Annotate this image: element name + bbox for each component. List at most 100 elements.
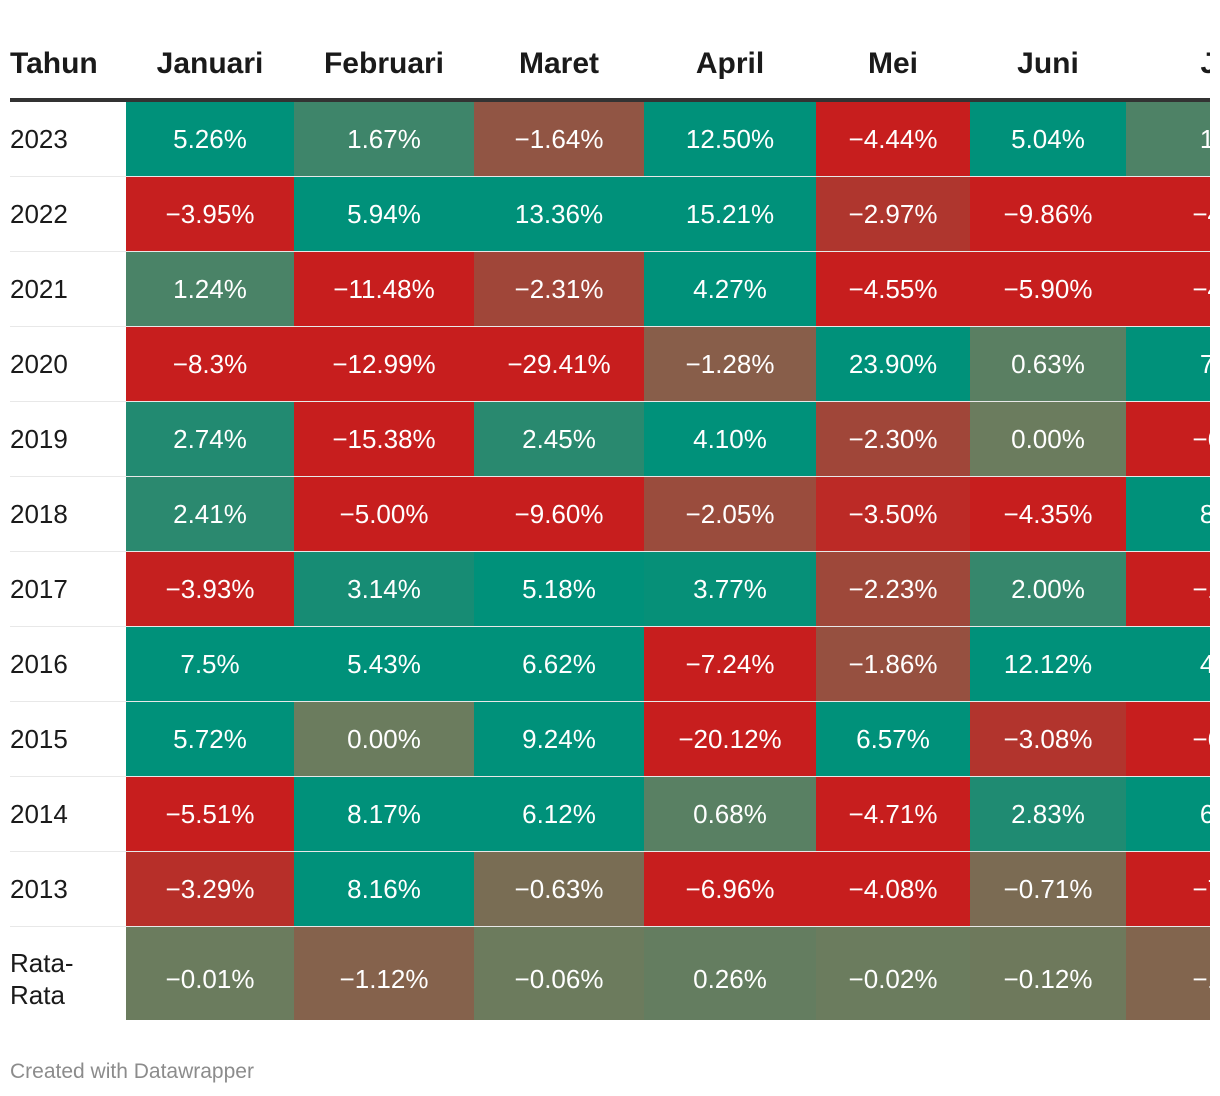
row-label: Rata-Rata: [10, 926, 126, 1020]
heatmap-cell: −2.97%: [816, 176, 970, 252]
heatmap-cell: 2.74%: [126, 401, 294, 477]
heatmap-cell: −11.48%: [294, 251, 474, 327]
heatmap-cell: −3.29%: [126, 851, 294, 927]
table-row: Rata-Rata −0.01% −1.12% −0.06% 0.26% −0.02% −0…: [10, 926, 1210, 1020]
heatmap-cell: −0.06%: [474, 926, 644, 1020]
heatmap-cell: −1.28%: [644, 326, 816, 402]
heatmap-cell: 1.67%: [294, 99, 474, 177]
column-header-juni: Juni: [970, 30, 1126, 102]
heatmap-cell: −6.0: [1126, 701, 1210, 777]
heatmap-cell: 2.45%: [474, 401, 644, 477]
heatmap-cell: 8.17%: [294, 776, 474, 852]
heatmap-cell: −3.50%: [816, 476, 970, 552]
heatmap-cell: −0.01%: [126, 926, 294, 1020]
table-row: 2021 1.24% −11.48% −2.31% 4.27% −4.55% −5.90% −…: [10, 251, 1210, 327]
header-row: TahunJanuariFebruariMaretAprilMeiJuniJu: [10, 30, 1210, 102]
heatmap-cell: −1.86%: [816, 626, 970, 702]
heatmap-cell: −1.12%: [294, 926, 474, 1020]
heatmap-cell: −15.38%: [294, 401, 474, 477]
heatmap-table-container: TahunJanuariFebruariMaretAprilMeiJuniJu …: [10, 30, 1210, 1020]
heatmap-cell: −3.08%: [970, 701, 1126, 777]
heatmap-cell: 5.26%: [126, 99, 294, 177]
heatmap-cell: 2.41%: [126, 476, 294, 552]
heatmap-cell: 1.1: [1126, 99, 1210, 177]
table-row: 20192.74%−15.38%2.45%4.10%−2.30%0.00%−6.…: [10, 401, 1210, 477]
heatmap-cell: 5.43%: [294, 626, 474, 702]
heatmap-cell: −2.23%: [816, 551, 970, 627]
table-row: 2018 2.41% −5.00% −9.60% −2.05% −3.50% −4.35% 8…: [10, 476, 1210, 552]
heatmap-cell: 8.16%: [294, 851, 474, 927]
heatmap-cell: 8.3: [1126, 476, 1210, 552]
heatmap-cell: −9.86%: [970, 176, 1126, 252]
heatmap-cell: 6.1: [1126, 776, 1210, 852]
heatmap-cell: 7.2: [1126, 326, 1210, 402]
heatmap-cell: −5.00%: [294, 476, 474, 552]
row-label: 2023: [10, 99, 126, 177]
heatmap-cell: 1.24%: [126, 251, 294, 327]
table-row: 2014−5.51%8.17%6.12%0.68%−4.71%2.83%6.1: [10, 776, 1210, 852]
heatmap-cell: 12.12%: [970, 626, 1126, 702]
heatmap-cell: −2.05%: [644, 476, 816, 552]
heatmap-cell: 3.77%: [644, 551, 816, 627]
heatmap-cell: −9.60%: [474, 476, 644, 552]
heatmap-cell: −5.90%: [970, 251, 1126, 327]
heatmap-cell: −4.71%: [816, 776, 970, 852]
heatmap-cell: −6.96%: [644, 851, 816, 927]
heatmap-cell: −29.41%: [474, 326, 644, 402]
heatmap-cell: −4.44%: [816, 99, 970, 177]
heatmap-cell: −4.08%: [816, 851, 970, 927]
source-credit: Created with Datawrapper: [10, 1060, 254, 1083]
column-header-year: Tahun: [10, 30, 126, 102]
heatmap-cell: 4.10%: [644, 401, 816, 477]
heatmap-cell: −0.02%: [816, 926, 970, 1020]
heatmap-cell: −2.31%: [474, 251, 644, 327]
heatmap-cell: −0.12%: [970, 926, 1126, 1020]
heatmap-cell: 0.00%: [970, 401, 1126, 477]
heatmap-cell: 6.57%: [816, 701, 970, 777]
column-header-april: April: [644, 30, 816, 102]
heatmap-cell: −10.: [1126, 551, 1210, 627]
heatmap-cell: −3.95%: [126, 176, 294, 252]
row-label: 2018: [10, 476, 126, 552]
heatmap-cell: −4.35%: [970, 476, 1126, 552]
heatmap-cell: 23.90%: [816, 326, 970, 402]
heatmap-cell: −7.1: [1126, 851, 1210, 927]
heatmap-cell: −4.55%: [816, 251, 970, 327]
heatmap-cell: 9.24%: [474, 701, 644, 777]
heatmap-cell: 5.18%: [474, 551, 644, 627]
row-label: 2019: [10, 401, 126, 477]
column-header-maret: Maret: [474, 30, 644, 102]
heatmap-cell: 2.00%: [970, 551, 1126, 627]
heatmap-cell: 0.00%: [294, 701, 474, 777]
heatmap-cell: 15.21%: [644, 176, 816, 252]
table-body: 20235.26%1.67%−1.64%12.50%−4.44%5.04%1.1…: [10, 99, 1210, 1020]
heatmap-cell: 6.62%: [474, 626, 644, 702]
row-label: 2016: [10, 626, 126, 702]
row-label: 2021: [10, 251, 126, 327]
heatmap-cell: −6.0: [1126, 401, 1210, 477]
row-label: 2017: [10, 551, 126, 627]
heatmap-cell: 5.04%: [970, 99, 1126, 177]
heatmap-cell: −1.0: [1126, 926, 1210, 1020]
table-row: 2022 −3.95% 5.94% 13.36% 15.21% −2.97% −9.86% −…: [10, 176, 1210, 252]
heatmap-cell: 3.14%: [294, 551, 474, 627]
heatmap-cell: 0.26%: [644, 926, 816, 1020]
heatmap-cell: −4.5: [1126, 176, 1210, 252]
heatmap-cell: −3.93%: [126, 551, 294, 627]
heatmap-cell: 5.72%: [126, 701, 294, 777]
table-row: 2020 −8.3% −12.99% −29.41% −1.28% 23.90% 0.63%…: [10, 326, 1210, 402]
heatmap-cell: 13.36%: [474, 176, 644, 252]
heatmap-cell: 0.63%: [970, 326, 1126, 402]
heatmap-cell: −8.3%: [126, 326, 294, 402]
heatmap-cell: 6.12%: [474, 776, 644, 852]
heatmap-cell: −5.51%: [126, 776, 294, 852]
heatmap-cell: 4.27%: [644, 251, 816, 327]
column-header-februari: Februari: [294, 30, 474, 102]
heatmap-cell: −1.64%: [474, 99, 644, 177]
table-row: 2017−3.93%3.14%5.18%3.77%−2.23%2.00%−10.: [10, 551, 1210, 627]
heatmap-cell: −20.12%: [644, 701, 816, 777]
heatmap-cell: −4.4: [1126, 251, 1210, 327]
heatmap-cell: 5.94%: [294, 176, 474, 252]
